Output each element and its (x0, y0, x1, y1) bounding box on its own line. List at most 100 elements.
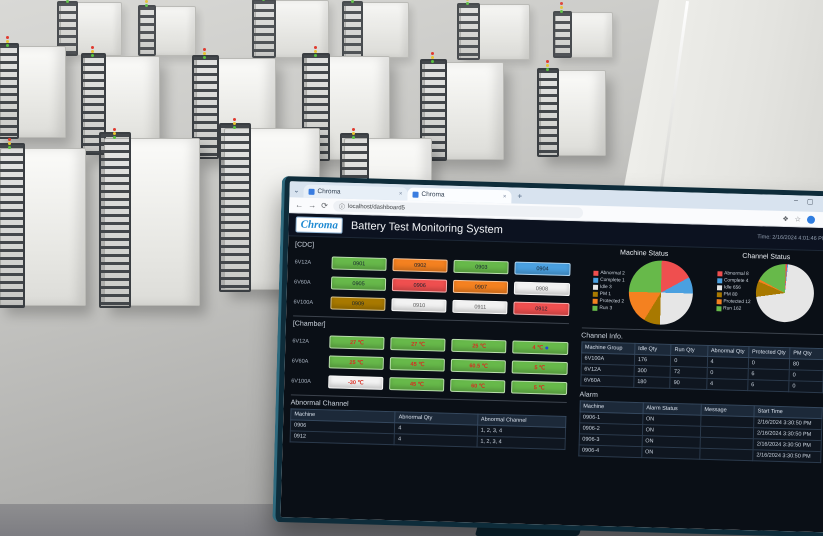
chart-body: Abnormal 8 Complete 4 Idle 656 PM 80 Protect… (716, 262, 815, 323)
pie-chart (628, 259, 695, 326)
stack-light (112, 128, 117, 139)
stack-light (431, 52, 435, 63)
alarm-table: Machine Alarm Status Message Start Time 0906… (578, 400, 823, 463)
rack-tower-frame (342, 0, 364, 59)
machine-status-cell[interactable]: 0903 (453, 259, 510, 275)
machine-group-label: 6V12A (292, 337, 309, 345)
rack-tower-frame (251, 0, 277, 59)
legend-label: Run 162 (723, 306, 742, 312)
machine-group-row: 6V100A -30 ℃ 45 ℃ 60 ℃ 5 ℃ (291, 374, 567, 396)
status-pie-charts: Machine Status Abnormal 2 Complete 1 Idle 3… (582, 247, 823, 329)
chamber-temp-cell[interactable]: 25 ℃ (451, 338, 507, 354)
equipment-rack (99, 128, 200, 309)
url-text: localhost/dashboard5 (347, 203, 406, 211)
stack-light (65, 0, 70, 3)
chamber-temp-cell[interactable]: 5 ℃ (511, 380, 567, 396)
legend-item: Idle 656 (716, 285, 751, 291)
chamber-temp-cell[interactable]: 5 ℃ (511, 360, 568, 376)
tab-favicon (412, 191, 419, 198)
chamber-temp-cell[interactable]: 27 ℃ (329, 335, 385, 350)
bookmark-star-icon[interactable]: ☆ (794, 215, 802, 224)
status-cells: 27 ℃ 27 ℃ 25 ℃ 4 ℃ (329, 335, 569, 356)
dashboard: Chroma Battery Test Monitoring System Ti… (280, 213, 823, 533)
stack-light (203, 48, 207, 59)
toolbar-right-icons: ❖ ☆ ⋮ (782, 214, 823, 224)
maximize-button[interactable]: ▢ (806, 198, 814, 206)
machine-status-cell[interactable]: 0909 (330, 296, 386, 311)
machine-status-cell[interactable]: 0905 (330, 276, 387, 291)
legend-label: PM 80 (723, 292, 738, 298)
chamber-temp-cell[interactable]: 60 ℃ (450, 378, 506, 394)
legend-item: Abnormal 8 (717, 271, 751, 277)
stack-light (7, 138, 12, 149)
stack-light (546, 60, 550, 71)
legend-label: Complete 4 (723, 278, 749, 285)
rack-tower-frame (552, 11, 572, 58)
tab-close-icon[interactable]: × (502, 193, 507, 200)
stack-light (261, 0, 266, 1)
equipment-rack (342, 0, 409, 59)
machine-status-cell[interactable]: 0907 (453, 279, 509, 295)
left-column: [CDC] 6V12A 0901 0902 0903 0904 6V60A 0905 0906… (281, 236, 580, 502)
machine-status-cell[interactable]: 0910 (391, 298, 447, 313)
machine-status-cell[interactable]: 0904 (514, 261, 571, 277)
tab-label: Chroma (421, 190, 445, 199)
legend-swatch (716, 299, 722, 305)
legend-swatch (592, 284, 599, 290)
channel-info-table-wrap: Machine Group Idle Qty Run Qty Abnormal Qty… (580, 341, 823, 393)
machine-status-cell[interactable]: 0906 (391, 278, 448, 293)
chart-body: Abnormal 2 Complete 1 Idle 3 PM 1 Protected … (592, 259, 695, 326)
profile-avatar[interactable] (806, 215, 816, 224)
back-icon[interactable]: ← (295, 200, 304, 210)
table-cell: ON (641, 446, 700, 460)
stack-light (232, 118, 237, 129)
machine-group-label: 6V60A (293, 278, 311, 286)
chamber-temp-cell[interactable]: 45 ℃ (389, 357, 446, 372)
legend-swatch (592, 298, 598, 304)
equipment-rack (537, 60, 606, 157)
legend-label: Run 3 (599, 305, 613, 312)
tab-search-icon[interactable]: ⌄ (293, 187, 300, 195)
table-cell: 6V60A (580, 374, 634, 388)
site-info-icon[interactable]: ⓘ (338, 204, 345, 211)
table-cell: 4 (706, 378, 748, 391)
legend-item: PM 80 (716, 292, 751, 298)
chamber-temp-cell[interactable]: 27 ℃ (390, 337, 446, 352)
chart-legend: Abnormal 2 Complete 1 Idle 3 PM 1 Protected … (592, 270, 625, 312)
chamber-temp-cell[interactable]: 60.5 ℃ (450, 358, 507, 374)
forward-icon[interactable]: → (308, 200, 317, 210)
table-cell: 6 (747, 379, 789, 392)
table-cell: 180 (633, 376, 671, 389)
minimize-button[interactable]: – (794, 197, 799, 205)
machine-group-row: 6V60A 25 ℃ 45 ℃ 60.5 ℃ 5 ℃ (292, 354, 568, 376)
equipment-rack (251, 0, 329, 59)
tab-close-icon[interactable]: × (398, 190, 403, 197)
chamber-temp-cell[interactable]: 25 ℃ (328, 355, 385, 370)
extensions-icon[interactable]: ❖ (782, 215, 789, 223)
table-cell: 1, 2, 3, 4 (476, 436, 565, 450)
stack-light (560, 2, 564, 13)
machine-status-cell[interactable]: 0901 (331, 256, 387, 271)
legend-item: Protected 2 (592, 298, 624, 305)
machine-status-cell[interactable]: 0912 (513, 301, 570, 317)
table-cell: 0 (788, 380, 823, 393)
legend-item: Run 162 (716, 306, 750, 312)
stack-light (6, 36, 10, 47)
reload-icon[interactable]: ⟳ (321, 201, 329, 211)
chamber-temp-cell[interactable]: 45 ℃ (389, 377, 445, 392)
stack-light (313, 46, 318, 57)
equipment-rack (552, 2, 613, 58)
legend-swatch (592, 305, 598, 311)
machine-status-cell[interactable]: 0908 (514, 281, 570, 297)
status-cells: 0909 0910 0911 0912 (330, 296, 570, 317)
chamber-temp-cell[interactable]: -30 ℃ (328, 375, 384, 390)
machine-status-cell[interactable]: 0902 (392, 258, 449, 273)
machine-group-row: 6V100A 0909 0910 0911 0912 (293, 295, 570, 317)
rack-tower-frame (219, 122, 252, 293)
channel-indicator-dot (545, 346, 549, 350)
dashboard-body: [CDC] 6V12A 0901 0902 0903 0904 6V60A 0905 0906… (281, 236, 823, 509)
chamber-temp-cell[interactable]: 4 ℃ (512, 340, 569, 356)
new-tab-button[interactable]: + (517, 191, 523, 201)
machine-status-cell[interactable]: 0911 (452, 299, 509, 315)
rack-tower-frame (99, 132, 132, 309)
